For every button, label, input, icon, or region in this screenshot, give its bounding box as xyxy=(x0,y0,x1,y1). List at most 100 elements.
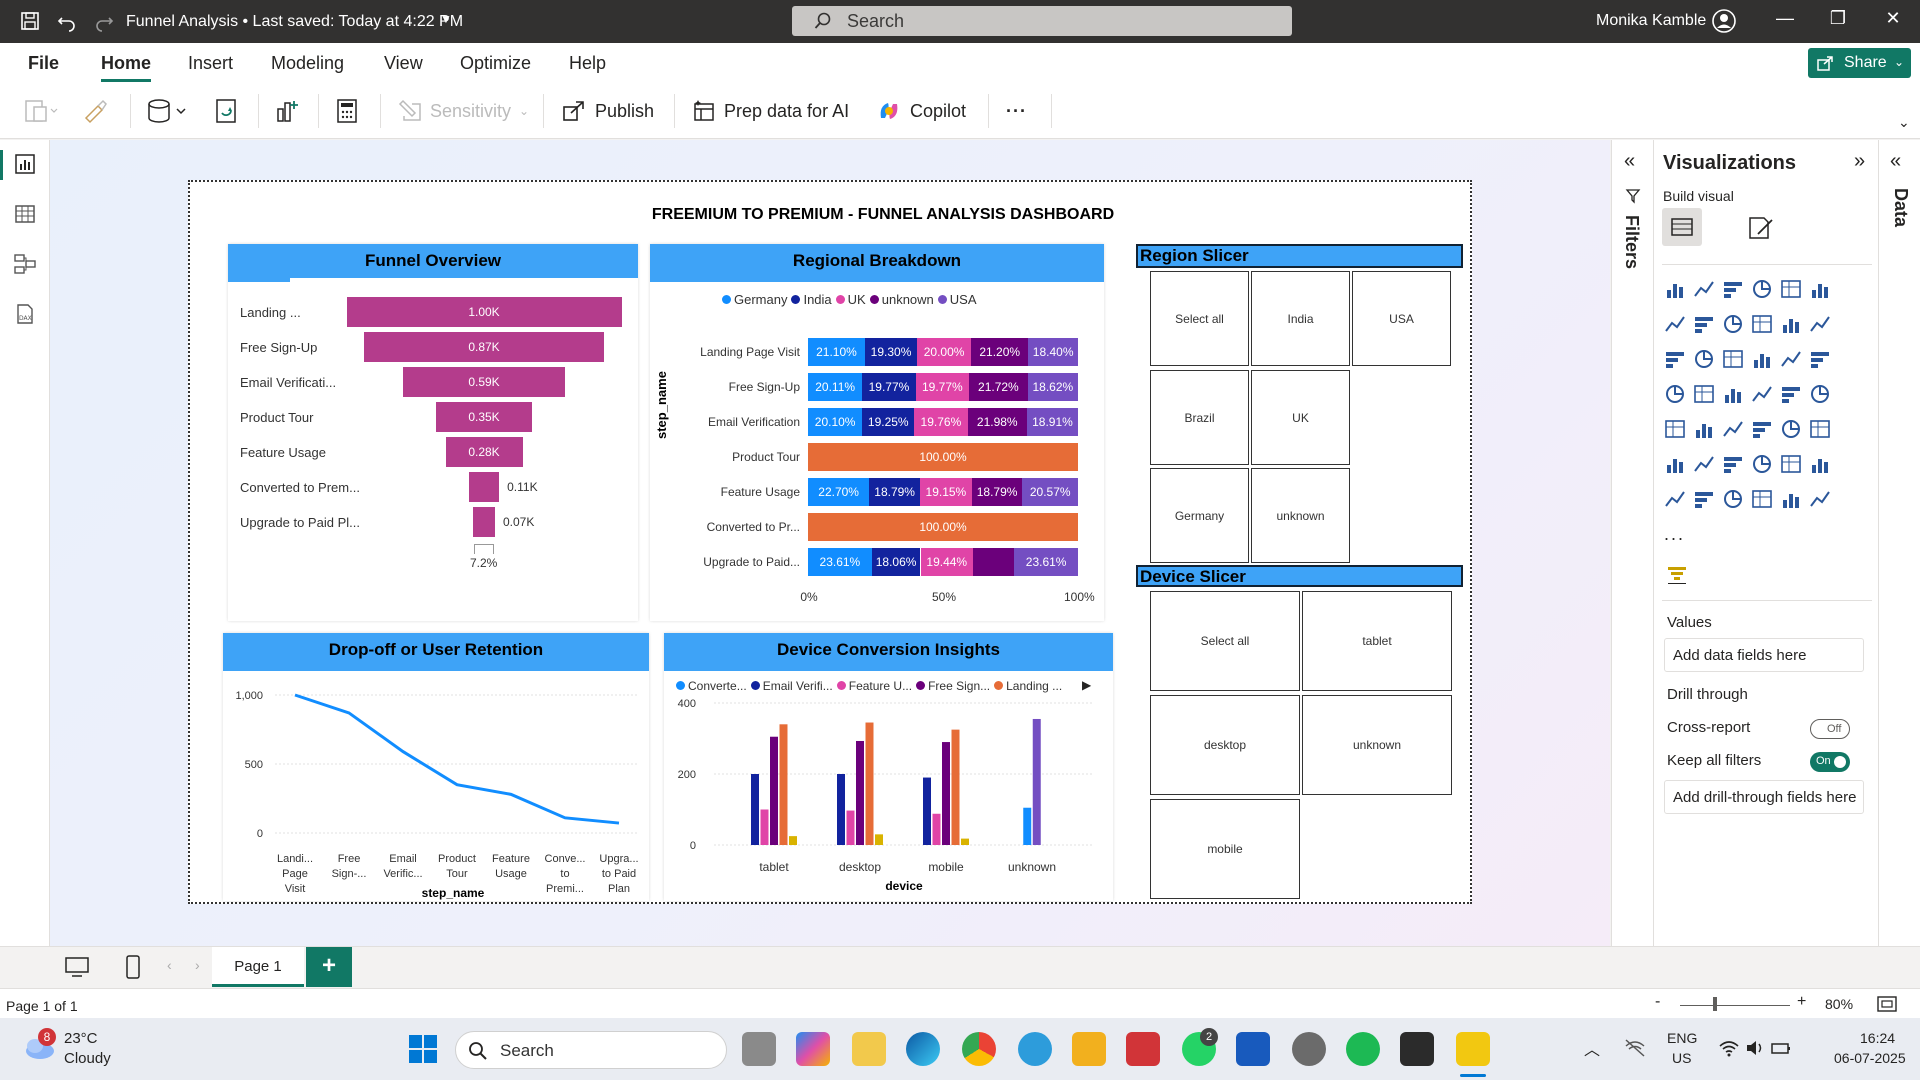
device-slicer-item[interactable]: tablet xyxy=(1302,591,1452,691)
decomposition-icon[interactable] xyxy=(1722,453,1744,475)
regional-segment[interactable]: 19.30% xyxy=(864,338,918,366)
acrobat-icon[interactable] xyxy=(1126,1032,1160,1066)
regional-segment[interactable]: 20.00% xyxy=(917,338,972,366)
scatter-icon[interactable] xyxy=(1751,348,1773,370)
regional-segment[interactable]: 21.72% xyxy=(969,373,1028,401)
map-icon[interactable] xyxy=(1693,383,1715,405)
copilot-button[interactable]: Copilot xyxy=(876,96,966,126)
regional-segment[interactable]: 19.44% xyxy=(920,548,973,576)
region-slicer-item[interactable]: Germany xyxy=(1150,468,1249,563)
tab-optimize[interactable]: Optimize xyxy=(460,53,532,73)
region-slicer-item[interactable]: unknown xyxy=(1251,468,1350,563)
task-view-icon[interactable] xyxy=(742,1032,776,1066)
pie-chart-icon[interactable] xyxy=(1780,348,1802,370)
minimize-button[interactable]: — xyxy=(1776,8,1794,28)
battery-icon[interactable] xyxy=(1770,1038,1792,1058)
filled-map-icon[interactable] xyxy=(1722,383,1744,405)
paginated-icon[interactable] xyxy=(1780,453,1802,475)
drill-through-drop-zone[interactable]: Add drill-through fields here xyxy=(1664,780,1864,814)
zoom-slider[interactable] xyxy=(1680,1005,1790,1006)
ribbon-chart-icon[interactable] xyxy=(1664,348,1686,370)
search-input[interactable]: Search xyxy=(792,6,1292,36)
table-view-icon[interactable] xyxy=(13,202,37,226)
dropoff-visual[interactable]: Drop-off or User Retention 1,000 500 0 Land… xyxy=(223,633,649,901)
clustered-column-icon[interactable] xyxy=(1751,278,1773,300)
chevron-icon[interactable] xyxy=(1809,488,1831,510)
funnel-bar[interactable]: 0.35K xyxy=(435,402,533,432)
card-icon[interactable] xyxy=(1809,383,1831,405)
python-visual-icon[interactable] xyxy=(1664,453,1686,475)
word-icon[interactable] xyxy=(1236,1032,1270,1066)
regional-segment[interactable]: 21.98% xyxy=(967,408,1027,436)
funnel-bar[interactable]: 0.59K xyxy=(402,367,566,397)
dax-query-view-icon[interactable]: DAX xyxy=(13,302,37,326)
close-button[interactable]: ✕ xyxy=(1885,8,1901,28)
tab-view[interactable]: View xyxy=(384,53,423,73)
values-drop-zone[interactable]: Add data fields here xyxy=(1664,638,1864,672)
show-hidden-icons[interactable]: ︿ xyxy=(1584,1042,1601,1059)
regional-visual[interactable]: Regional Breakdown Germany India UK unknown… xyxy=(650,244,1104,621)
r-visual-icon[interactable] xyxy=(1809,418,1831,440)
narrative-icon[interactable] xyxy=(1664,488,1686,510)
funnel-bar[interactable] xyxy=(473,507,495,537)
account-icon[interactable] xyxy=(1712,9,1736,33)
regional-segment[interactable]: 21.10% xyxy=(808,338,865,366)
regional-segment[interactable]: 20.57% xyxy=(1022,478,1078,506)
tab-modeling[interactable]: Modeling xyxy=(271,53,345,73)
device-visual[interactable]: Device Conversion Insights Converte... Em… xyxy=(664,633,1113,901)
device-slicer-item[interactable]: unknown xyxy=(1302,695,1452,795)
funnel-bar[interactable] xyxy=(468,472,500,502)
power-automate-icon[interactable] xyxy=(1751,488,1773,510)
legend-next-icon[interactable]: ▶ xyxy=(1082,678,1092,692)
regional-segment[interactable]: 20.10% xyxy=(808,408,863,436)
funnel-chart-icon[interactable] xyxy=(1722,348,1744,370)
regional-segment[interactable]: 18.79% xyxy=(971,478,1023,506)
windows-start-icon[interactable] xyxy=(408,1034,438,1064)
power-bi-icon[interactable] xyxy=(1456,1032,1490,1066)
line-chart-icon[interactable] xyxy=(1664,313,1686,335)
chrome-profile-icon[interactable] xyxy=(1018,1032,1052,1066)
regional-segment[interactable]: 100.00% xyxy=(808,443,1078,471)
regional-segment[interactable]: 18.62% xyxy=(1027,373,1078,401)
paste-button[interactable] xyxy=(24,96,58,126)
kpi-icon[interactable] xyxy=(1693,418,1715,440)
user-name[interactable]: Monika Kamble xyxy=(1596,12,1707,29)
ribbon-collapse-icon[interactable]: ⌄ xyxy=(1898,114,1910,130)
region-slicer-item[interactable]: USA xyxy=(1352,271,1451,366)
region-slicer-item[interactable]: India xyxy=(1251,271,1350,366)
terminal-icon[interactable] xyxy=(1400,1032,1434,1066)
regional-segment[interactable]: 18.40% xyxy=(1028,338,1078,366)
donut-chart-icon[interactable] xyxy=(1809,348,1831,370)
title-dropdown-icon[interactable]: ▼ xyxy=(440,12,452,26)
regional-segment[interactable]: 19.77% xyxy=(862,373,916,401)
tab-help[interactable]: Help xyxy=(569,53,607,73)
matrix-icon[interactable] xyxy=(1780,418,1802,440)
keep-filters-toggle[interactable]: On xyxy=(1810,752,1850,772)
funnel-bar[interactable]: 1.00K xyxy=(346,297,622,327)
clock-time[interactable]: 16:24 xyxy=(1860,1030,1896,1046)
regional-segment[interactable]: 19.77% xyxy=(915,373,970,401)
region-slicer-item[interactable]: UK xyxy=(1251,370,1350,465)
goals-icon[interactable] xyxy=(1809,453,1831,475)
stacked-area-icon[interactable] xyxy=(1722,313,1744,335)
share-button[interactable]: Share ⌄ xyxy=(1808,48,1911,78)
network-off-icon[interactable] xyxy=(1624,1038,1646,1058)
fit-to-page-icon[interactable] xyxy=(1876,994,1898,1014)
tab-home[interactable]: Home xyxy=(101,53,152,73)
regional-segment[interactable] xyxy=(972,548,1015,576)
regional-segment[interactable]: 22.70% xyxy=(808,478,870,506)
undo-icon[interactable] xyxy=(56,10,78,32)
regional-segment[interactable]: 20.11% xyxy=(808,373,863,401)
redo-icon[interactable] xyxy=(93,10,115,32)
page-next-icon[interactable]: › xyxy=(195,957,200,973)
sensitivity-button[interactable]: Sensitivity ⌄ xyxy=(398,96,529,126)
clustered-bar-icon[interactable] xyxy=(1722,278,1744,300)
diamond-icon[interactable] xyxy=(1780,488,1802,510)
format-visual-icon[interactable] xyxy=(1746,214,1776,242)
page-tab-1[interactable]: Page 1 xyxy=(212,947,304,987)
model-view-icon[interactable] xyxy=(13,252,37,276)
regional-segment[interactable]: 23.61% xyxy=(808,548,872,576)
collapse-viz-icon[interactable]: » xyxy=(1854,150,1866,172)
line-column-icon[interactable] xyxy=(1780,313,1802,335)
metrics-icon[interactable] xyxy=(1693,488,1715,510)
